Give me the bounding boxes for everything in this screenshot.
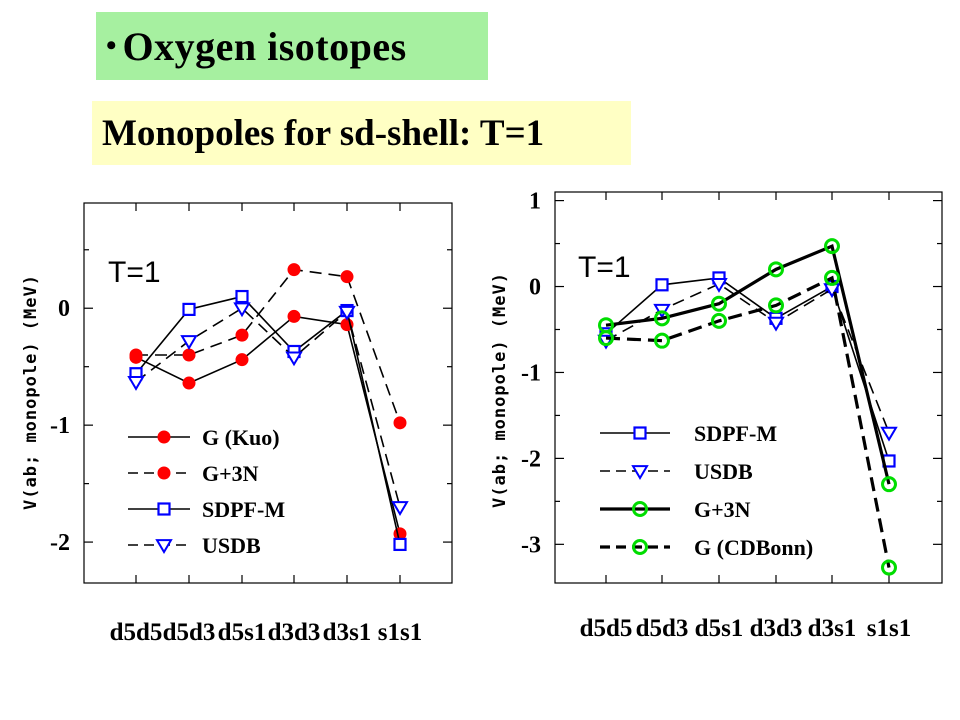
y-tick-label: -1 (521, 360, 541, 386)
x-tick-label: s1s1 (867, 615, 911, 642)
data-point (287, 309, 301, 323)
data-point (180, 335, 198, 350)
legend-marker (157, 430, 171, 444)
series-line (605, 277, 890, 462)
x-tick-label: d5s1 (695, 615, 744, 642)
x-tick-label: d5d5 (580, 615, 633, 642)
data-point (235, 289, 249, 304)
legend-label: SDPF-M (694, 421, 777, 446)
y-tick-label: -2 (521, 446, 541, 472)
data-point (393, 537, 407, 552)
y-tick-label: 0 (529, 275, 541, 301)
data-point (338, 305, 356, 321)
data-point (768, 261, 784, 278)
series-line (605, 283, 890, 433)
data-point (182, 302, 196, 316)
series-usdb (127, 302, 409, 516)
legend-label: USDB (694, 459, 753, 484)
chart-2: 1 0 -1 -2 -3 d5d5 d5d3 d5s1 d3d3 d3s1 s1s1 V(ab; mo… (490, 189, 943, 642)
y-tick-label: 1 (529, 189, 541, 215)
data-point (235, 328, 249, 342)
legend-marker (157, 466, 171, 480)
x-tick-label: d5d3 (163, 619, 216, 646)
x-tick-label: d3s1 (323, 619, 372, 646)
series-line (135, 315, 401, 535)
legend-label: SDPF-M (202, 497, 285, 522)
series-g-cdbonn- (598, 269, 897, 576)
data-point (287, 263, 301, 277)
data-point (881, 476, 897, 493)
y-axis-label: V(ab; monopole) (MeV) (21, 274, 41, 510)
data-point (391, 501, 409, 516)
series-line (605, 275, 891, 568)
data-point (393, 416, 407, 430)
legend-label: G (CDBonn) (694, 535, 813, 560)
data-point (340, 270, 354, 284)
page-title: Oxygen isotopes (122, 23, 407, 69)
series-line (605, 243, 891, 485)
data-point (654, 332, 670, 349)
page-subtitle: Monopoles for sd-shell: T=1 (102, 112, 545, 154)
x-tick-label: d3d3 (268, 619, 321, 646)
y-tick-label: -3 (521, 532, 541, 558)
y-tick-label: -2 (50, 530, 70, 556)
series-g-3n (129, 263, 407, 430)
legend-marker (631, 465, 649, 480)
bullet-icon: • (106, 29, 117, 62)
data-point (129, 348, 143, 362)
x-tick-label: s1s1 (378, 619, 422, 646)
y-tick-label: 0 (58, 296, 70, 322)
legend-label: G (Kuo) (202, 425, 280, 450)
data-point (711, 312, 727, 329)
legend-marker (633, 426, 647, 440)
data-point (285, 351, 303, 367)
subtitle-banner: Monopoles for sd-shell: T=1 (92, 101, 631, 165)
data-point (233, 302, 251, 318)
series-g-3n (598, 238, 897, 493)
legend: SDPF-M USDB G+3N G (CDBonn) (600, 421, 813, 560)
plot-frame (83, 202, 453, 584)
data-point (654, 310, 670, 327)
x-tick-label: d5s1 (218, 619, 267, 646)
data-point (655, 278, 669, 292)
data-point (182, 376, 196, 390)
series-line (135, 295, 401, 545)
data-point (182, 348, 196, 362)
data-point (768, 297, 784, 314)
isospin-annotation: T=1 (578, 251, 631, 284)
data-point (880, 426, 898, 442)
legend-label: G+3N (202, 461, 259, 486)
plot-frame (554, 191, 943, 584)
series-usdb (597, 278, 898, 442)
data-point (711, 295, 727, 312)
legend: G (Kuo) G+3N SDPF-M USDB (128, 425, 285, 558)
y-axis-label: V(ab; monopole) (MeV) (490, 272, 510, 508)
title-banner: • Oxygen isotopes (96, 12, 488, 80)
data-point (235, 353, 249, 367)
data-point (824, 269, 840, 286)
legend-marker (155, 539, 173, 554)
legend-marker (632, 539, 648, 555)
legend-label: G+3N (694, 497, 751, 522)
data-point (710, 278, 728, 293)
x-tick-label: d3s1 (808, 615, 857, 642)
x-tick-label: d3d3 (750, 615, 803, 642)
data-point (767, 316, 785, 332)
isospin-annotation: T=1 (108, 256, 161, 289)
data-point (824, 238, 840, 255)
legend-label: USDB (202, 533, 261, 558)
data-point (881, 559, 897, 576)
series-line (136, 268, 401, 424)
x-tick-label: d5d3 (636, 615, 689, 642)
x-tick-label: d5d5 (110, 619, 163, 646)
chart-1: 0 -1 -2 d5d5 d5d3 d5s1 d3d3 d3s1 s1s1 V(ab; monop… (21, 202, 453, 646)
legend-marker (157, 502, 171, 516)
legend-marker (632, 501, 648, 517)
data-point (127, 375, 145, 391)
series-line (135, 307, 401, 508)
data-point (598, 330, 614, 347)
y-tick-label: -1 (50, 413, 70, 439)
